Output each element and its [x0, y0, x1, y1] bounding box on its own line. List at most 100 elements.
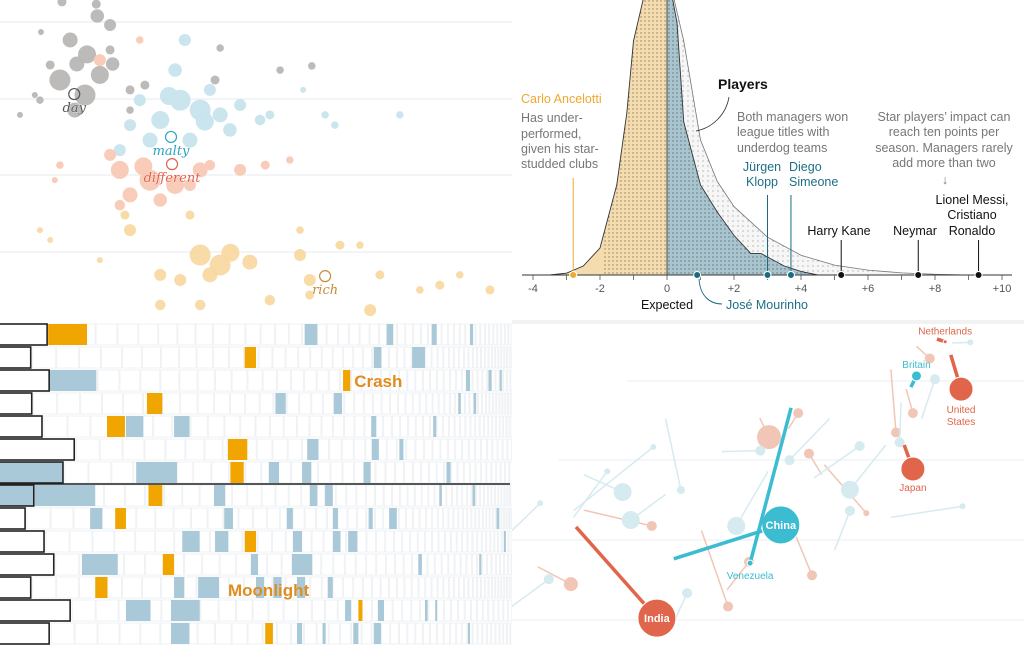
- marker-dot: [786, 271, 795, 279]
- marker-dot: [974, 271, 983, 279]
- data-point: [96, 257, 103, 264]
- highlight-cell: [424, 600, 428, 621]
- grid-cell: [26, 507, 51, 530]
- trail-line: [664, 418, 682, 491]
- x-tick-label: -4: [528, 283, 538, 295]
- grid-cell: [67, 415, 91, 438]
- featured-cell: [107, 416, 125, 437]
- grid-cell: [450, 530, 457, 553]
- grid-cell: [141, 346, 161, 369]
- grid-cell: [179, 369, 198, 392]
- grid-cell: [472, 622, 478, 645]
- grid-cell: [420, 323, 428, 346]
- grid-cell: [231, 622, 248, 645]
- grid-cell: [328, 622, 341, 645]
- row-bar: [0, 415, 43, 438]
- highlight-cell: [470, 324, 474, 345]
- grid-cell: [504, 484, 508, 507]
- grid-cell: [341, 438, 354, 461]
- grid-cell: [492, 507, 496, 530]
- grid-cell: [119, 622, 141, 645]
- grid-cell: [165, 438, 186, 461]
- data-point: [195, 112, 214, 131]
- highlight-cell: [473, 393, 477, 414]
- grid-cell: [478, 392, 482, 415]
- grid-cell: [440, 484, 447, 507]
- grid-cell: [252, 599, 269, 622]
- grid-row: [0, 622, 512, 645]
- highlight-cell: [250, 554, 259, 575]
- mourinho-label: José Mourinho: [726, 298, 808, 312]
- grid-cell: [491, 461, 497, 484]
- country-dot-netherlands: [942, 339, 948, 345]
- country-label: Britain: [902, 360, 930, 371]
- grid-cell: [462, 484, 467, 507]
- grid-cell: [506, 622, 511, 645]
- grid-cell: [499, 415, 504, 438]
- data-point: [142, 132, 158, 148]
- featured-cell: [227, 439, 248, 460]
- kane-label: Harry Kane: [807, 224, 870, 238]
- grid-cell: [69, 530, 93, 553]
- grid-cell: [488, 346, 492, 369]
- grid-cell: [443, 507, 449, 530]
- data-point: [134, 157, 153, 176]
- data-point: [202, 267, 218, 283]
- grid-cell: [236, 599, 253, 622]
- grid-cell: [497, 323, 502, 346]
- grid-cell: [443, 599, 452, 622]
- labeled-point: [319, 270, 332, 283]
- grid-cell: [283, 599, 298, 622]
- grid-cell: [448, 553, 455, 576]
- trail-line: [833, 510, 851, 551]
- highlight-cell: [503, 531, 506, 552]
- grid-cell: [480, 484, 484, 507]
- grid-cell: [229, 346, 245, 369]
- grid-cell: [481, 346, 485, 369]
- grid-cell: [472, 530, 478, 553]
- highlight-cell: [368, 508, 373, 529]
- grid-cell: [482, 392, 486, 415]
- grid-cell: [411, 599, 420, 622]
- grid-cell: [495, 346, 499, 369]
- grid-cell: [438, 392, 445, 415]
- grid-cell: [260, 323, 275, 346]
- grid-cell: [491, 369, 496, 392]
- grid-row: [0, 369, 512, 392]
- highlight-cell: [215, 531, 229, 552]
- grid-cell: [402, 599, 412, 622]
- grid-cell: [481, 530, 487, 553]
- grid-cell: [425, 576, 432, 599]
- grid-cell: [316, 507, 327, 530]
- country-label: Netherlands: [918, 327, 972, 338]
- grid-cell: [508, 323, 512, 346]
- x-tick-label: -2: [595, 283, 605, 295]
- row-bar: [0, 392, 33, 415]
- grid-cell: [361, 599, 373, 622]
- grid-cell: [422, 622, 431, 645]
- klopp-label-1: Jürgen: [743, 160, 781, 174]
- grid-cell: [141, 576, 161, 599]
- grid-cell: [504, 507, 507, 530]
- grid-cell: [492, 415, 496, 438]
- trail-line: [721, 449, 761, 453]
- grid-cell: [441, 553, 449, 576]
- grid-cell: [333, 553, 345, 576]
- grid-cell: [505, 392, 508, 415]
- grid-cell: [287, 438, 303, 461]
- country-dot: [854, 441, 865, 452]
- data-point: [154, 268, 167, 281]
- grid-cell: [510, 392, 512, 415]
- country-dot: [727, 516, 746, 535]
- grid-cell: [253, 507, 267, 530]
- grid-cell: [468, 438, 475, 461]
- grid-cell: [343, 576, 354, 599]
- grid-cell: [97, 622, 120, 645]
- grid-cell: [462, 530, 468, 553]
- grid-cell: [417, 530, 425, 553]
- data-point: [234, 163, 247, 176]
- grid-cell: [500, 553, 504, 576]
- data-point: [183, 178, 196, 191]
- highlight-cell: [268, 462, 280, 483]
- grid-cell: [502, 438, 508, 461]
